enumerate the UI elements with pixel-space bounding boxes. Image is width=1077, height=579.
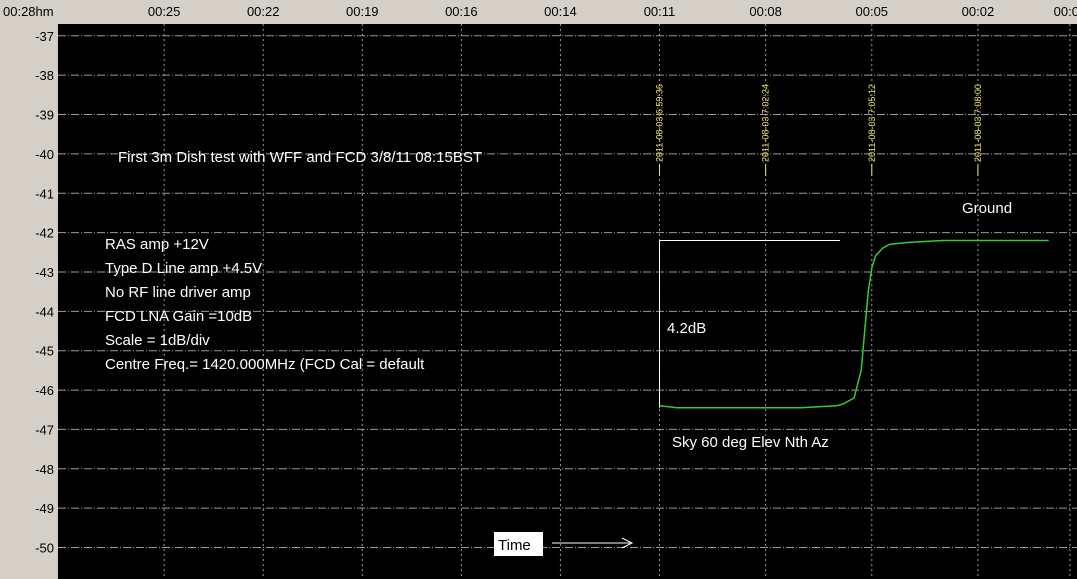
delta-bracket xyxy=(658,239,840,408)
x-tick-label: 00:02 xyxy=(962,4,995,19)
x-tick-label: 00:08 xyxy=(749,4,782,19)
grid xyxy=(58,24,1077,579)
settings-annotation: RAS amp +12V Type D Line amp +4.5V No RF… xyxy=(105,236,425,373)
y-tick-label: -44 xyxy=(35,304,54,319)
settings-line: Scale = 1dB/div xyxy=(105,332,210,349)
x-axis-ticks: 00:28hm 00:25 00:22 00:19 00:16 00:14 00:11 00… xyxy=(3,4,1077,19)
settings-line: RAS amp +12V xyxy=(105,236,209,253)
y-tick-label: -40 xyxy=(35,147,54,162)
time-arrow-head-icon xyxy=(621,537,634,549)
time-label: Time xyxy=(498,537,531,554)
x-tick-label: 00:14 xyxy=(544,4,577,19)
x-tick-label: 00:05 xyxy=(856,4,889,19)
settings-line: FCD LNA Gain =10dB xyxy=(105,308,252,325)
x-tick-label: 00:25 xyxy=(148,4,181,19)
y-tick-label: -41 xyxy=(35,186,54,201)
settings-line: No RF line driver amp xyxy=(105,284,251,301)
x-axis-unit-label: 00:28hm xyxy=(3,4,54,19)
y-tick-label: -47 xyxy=(35,422,54,437)
y-tick-label: -42 xyxy=(35,226,54,241)
y-tick-label: -46 xyxy=(35,383,54,398)
x-tick-label: 00:11 xyxy=(644,4,676,19)
y-tick-label: -43 xyxy=(35,265,54,280)
marker-label: 2011-08-03 7:02:24 xyxy=(761,84,771,162)
marker-label: 2011-08-03 7:05:12 xyxy=(867,84,877,162)
marker-label: 2011-08-03 6:59:36 xyxy=(654,84,664,162)
y-tick-label: -48 xyxy=(35,462,54,477)
x-tick-label: 00:16 xyxy=(445,4,478,19)
settings-line: Type D Line amp +4.5V xyxy=(105,260,262,277)
chart-title: First 3m Dish test with WFF and FCD 3/8/… xyxy=(118,149,482,166)
y-tick-label: -45 xyxy=(35,344,54,359)
time-label-box xyxy=(494,532,543,556)
y-tick-label: -37 xyxy=(35,29,54,44)
y-tick-label: -39 xyxy=(35,108,54,123)
y-tick-label: -38 xyxy=(35,68,54,83)
x-tick-label: 00:19 xyxy=(346,4,379,19)
y-axis-ticks: -37 -38 -39 -40 -41 -42 -43 -44 -45 -46 -47 -48 -49 -… xyxy=(35,29,54,556)
marker-label: 2011-08-03 7:08:00 xyxy=(973,84,983,162)
x-tick-label: 00:22 xyxy=(247,4,280,19)
time-markers: 2011-08-03 6:59:36 2011-08-03 7:02:24 2011… xyxy=(654,84,983,176)
plot-area xyxy=(58,24,1077,579)
y-tick-label: -50 xyxy=(35,541,54,556)
signal-trace xyxy=(659,239,1049,409)
sky-label: Sky 60 deg Elev Nth Az xyxy=(672,434,829,451)
settings-line: Centre Freq.= 1420.000MHz (FCD Cal = def… xyxy=(105,356,425,373)
y-tick-label: -49 xyxy=(35,501,54,516)
time-indicator: Time xyxy=(494,532,634,556)
x-tick-label: 00:00 xyxy=(1054,4,1077,19)
ground-label: Ground xyxy=(962,200,1012,217)
delta-label: 4.2dB xyxy=(667,320,706,337)
